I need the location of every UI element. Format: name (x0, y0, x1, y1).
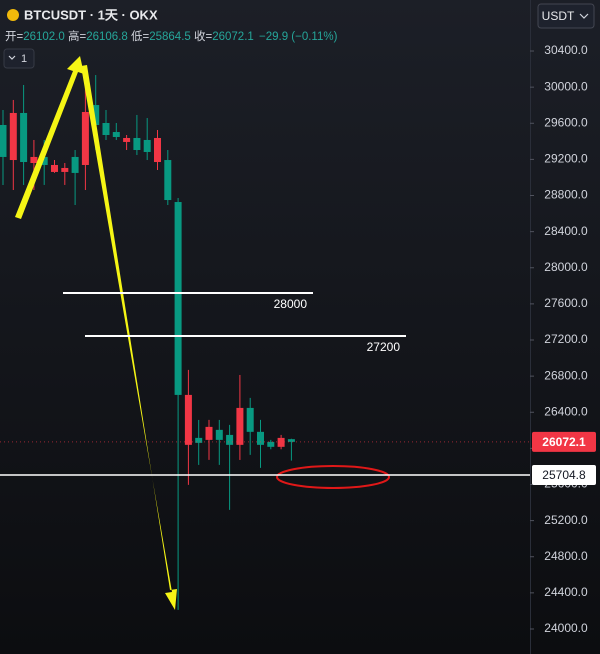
horizontal-line-tag (532, 465, 596, 486)
candle-body (133, 137, 141, 150)
y-tick-label: 26800.0 (544, 368, 588, 382)
drawings: 28000 27200 (0, 56, 530, 610)
candle-body (215, 429, 223, 440)
ohlc-legend: 开=26102.0 高=26106.8 低=25864.5 收=26072.1 … (5, 29, 338, 43)
level-note: 28000 (274, 297, 308, 311)
candle-body (81, 111, 89, 165)
legend-label: 收= (194, 29, 212, 43)
candle-body (143, 139, 151, 152)
candle-body (246, 407, 254, 432)
candle-body (277, 437, 285, 447)
legend-value: 26072.1 (212, 31, 254, 43)
interval-badge: 1 (21, 53, 27, 65)
candle-body (184, 394, 192, 445)
symbol-icon (7, 9, 19, 21)
y-tick-label: 24400.0 (544, 585, 588, 599)
y-tick-label: 27600.0 (544, 296, 588, 310)
candle-body (51, 164, 58, 172)
candle-body (236, 407, 244, 445)
y-tick-label: 28000.0 (544, 260, 588, 274)
legend-label: 开= (5, 31, 23, 43)
last-price-tag (532, 431, 596, 452)
chevron-icon (8, 55, 16, 60)
y-tick-label: 24800.0 (544, 549, 588, 563)
candle-body (30, 156, 38, 164)
level-note: 27200 (367, 340, 401, 354)
candle-body (112, 132, 120, 137)
legend-value: 25864.5 (149, 31, 191, 43)
arrow-up (15, 56, 84, 219)
candle-body (267, 441, 275, 447)
symbol-title: BTCUSDT · 1天 · OKX (24, 7, 158, 22)
candle-body (226, 434, 234, 445)
highlight-ellipse (276, 465, 390, 489)
y-tick-label: 30000.0 (544, 79, 588, 93)
y-tick-label: 24000.0 (544, 621, 588, 635)
legend-change: −29.9 (−0.11%) (259, 31, 338, 43)
horizontal-line-label: 25704.8 (542, 468, 586, 482)
last-price-label: 26072.1 (542, 435, 586, 449)
legend-value: 26106.8 (86, 31, 128, 43)
candle-body (9, 112, 17, 161)
candle-body (61, 167, 69, 172)
candle-body (174, 202, 182, 395)
y-tick-label: 30400.0 (544, 43, 588, 57)
dropdown-icon (579, 13, 589, 19)
candle-body (154, 137, 161, 163)
candle-body (123, 137, 131, 142)
price-axis: 30400.0 30000.0 29600.0 29200.0 28800.0 28400… (530, 43, 596, 635)
legend-value: 26102.0 (23, 31, 65, 43)
candle-body (287, 439, 295, 442)
y-tick-label: 27200.0 (544, 332, 588, 346)
candle-body (164, 160, 172, 201)
y-tick-label: 29600.0 (544, 115, 588, 129)
arrow-down (81, 65, 177, 610)
y-tick-label: 29200.0 (544, 152, 588, 166)
legend-label: 低= (131, 30, 149, 43)
candle-body (71, 156, 79, 173)
candle-body (195, 437, 203, 443)
y-tick-label: 28400.0 (544, 224, 588, 238)
candle-body (20, 112, 28, 163)
plot-area (0, 69, 530, 610)
currency-button[interactable] (537, 3, 595, 29)
y-tick-label: 25200.0 (544, 513, 588, 527)
collapse-button[interactable] (3, 48, 35, 69)
currency-label: USDT (542, 9, 575, 23)
candle-body (205, 426, 213, 440)
candle-body (102, 122, 110, 136)
candle-body (92, 105, 100, 125)
candle-body (40, 156, 48, 165)
candle-body (257, 431, 264, 445)
candle-body (0, 124, 7, 157)
y-tick-label: 28800.0 (544, 188, 588, 202)
header: BTCUSDT · 1天 · OKX 开=26102.0 高=26106.8 低… (3, 3, 595, 69)
legend-label: 高= (68, 29, 86, 43)
y-tick-label: 26400.0 (544, 404, 588, 418)
